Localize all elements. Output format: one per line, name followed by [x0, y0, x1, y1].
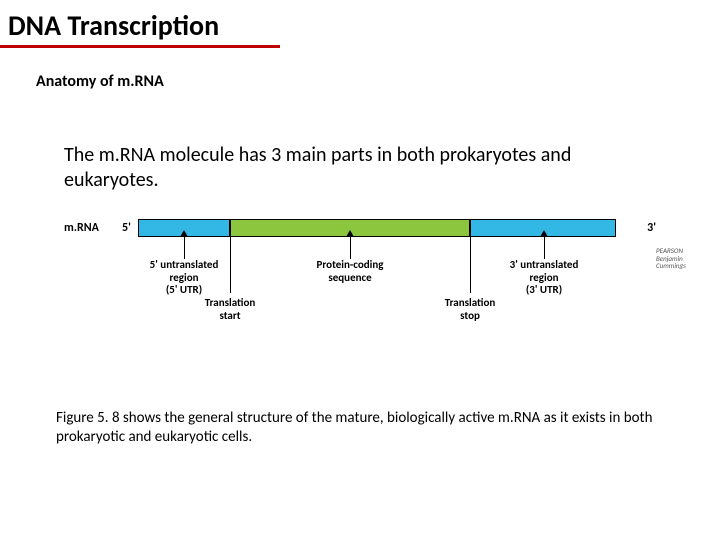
- utr3-label-l1: 3' untranslated: [496, 259, 592, 272]
- translation-start-tick: [230, 237, 231, 293]
- coding-label-l2: sequence: [300, 272, 400, 285]
- three-prime-label: 3': [647, 221, 656, 235]
- utr5-label-l1: 5' untranslated: [136, 259, 232, 272]
- mrna-diagram: m.RNA 5' 3' 5' untranslated region (5' U…: [64, 219, 656, 369]
- coding-arrow: Protein-coding sequence: [300, 237, 400, 284]
- translation-stop-label: Translation stop: [438, 297, 502, 322]
- title-underline: [0, 45, 280, 48]
- figure-caption: Figure 5. 8 shows the general structure …: [56, 409, 664, 447]
- five-prime-label: 5': [122, 221, 131, 235]
- copyright-mark: PEARSON Benjamin Cummings: [656, 247, 712, 270]
- translation-stop-tick: [470, 237, 471, 293]
- utr5-arrow: 5' untranslated region (5' UTR): [136, 237, 232, 297]
- coding-label-l1: Protein-coding: [300, 259, 400, 272]
- mrna-label: m.RNA: [64, 221, 99, 235]
- translation-start-label: Translation start: [198, 297, 262, 322]
- utr3-label-l3: (3' UTR): [496, 284, 592, 297]
- description-text: The m.RNA molecule has 3 main parts in b…: [64, 143, 656, 193]
- page-title: DNA Transcription: [0, 0, 720, 43]
- utr3-arrow: 3' untranslated region (3' UTR): [496, 237, 592, 297]
- subtitle: Anatomy of m.RNA: [36, 72, 720, 91]
